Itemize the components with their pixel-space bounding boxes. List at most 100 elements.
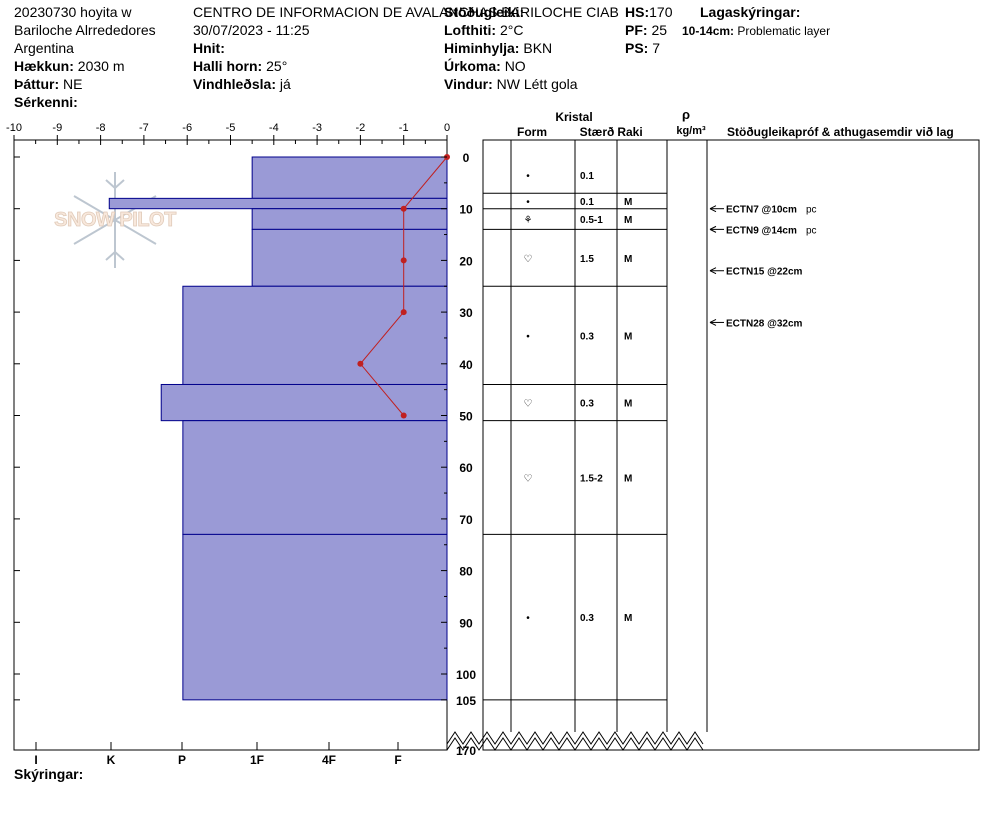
temperature-point [400, 412, 407, 419]
elevation-label: Hækkun: [14, 58, 74, 74]
layer-note-text: Problematic layer [737, 24, 831, 38]
stability-test-label: ECTN7 @10cm [726, 205, 797, 216]
temp-tick-label: -6 [182, 122, 192, 134]
hardness-tick-label: 1F [250, 753, 264, 767]
pf-row: PF: 25 [625, 21, 667, 39]
stability-test-note: pc [806, 205, 817, 216]
depth-tick-label: 20 [459, 254, 473, 268]
hs-label: HS: [625, 4, 650, 20]
layer-size: 0.3 [580, 399, 594, 410]
layer-note: 10-14cm: Problematic layer [682, 22, 830, 40]
precip-value: NO [504, 58, 526, 74]
layer-size: 0.1 [580, 171, 594, 182]
coords-label: Hnit: [193, 40, 225, 56]
sky-label: Himinhylja: [444, 40, 520, 56]
comments-header: Stöðugleikapróf & athugasemdir við lag [727, 125, 954, 139]
layer-form: • [526, 613, 530, 624]
layer-form: • [526, 197, 530, 208]
form-header: Form [517, 125, 547, 139]
layer-size: 0.1 [580, 197, 594, 208]
slope-value: 25° [266, 58, 288, 74]
hardness-layer-bar [182, 533, 448, 701]
axis-break-zigzag [446, 737, 704, 751]
temperature-point [400, 309, 407, 316]
features-row: Sérkenni: [14, 93, 78, 111]
ps-label: PS: [625, 40, 649, 56]
rho-header: ρ [682, 107, 690, 122]
depth-tick-label: 105 [456, 694, 476, 708]
layer-moisture: M [624, 474, 632, 485]
features-label: Sérkenni: [14, 94, 78, 110]
wind-load-value: já [279, 76, 291, 92]
stability-test-label: ECTN15 @22cm [726, 267, 803, 278]
depth-tick-label: 10 [459, 203, 473, 217]
slope-label: Halli horn: [193, 58, 263, 74]
layer-moisture: M [624, 331, 632, 342]
temperature-point [400, 257, 407, 264]
wind-value: NW Létt gola [496, 76, 578, 92]
kristal-header: Kristal [555, 110, 592, 124]
temperature-point [400, 205, 407, 212]
temp-tick-label: -1 [399, 122, 409, 134]
aspect-label: Þáttur: [14, 76, 60, 92]
temp-tick-label: -7 [139, 122, 149, 134]
air-temp-label: Lofthiti: [444, 22, 497, 38]
depth-tick-label: 90 [459, 616, 473, 630]
layer-size: 1.5-2 [580, 474, 603, 485]
layer-moisture: M [624, 399, 632, 410]
hardness-layer-bar [251, 208, 448, 230]
temperature-line [359, 156, 448, 416]
temp-tick-label: -4 [269, 122, 279, 134]
hardness-layer-bar [251, 156, 448, 199]
layer-form: • [526, 171, 530, 182]
legend-label: Skýringar: [14, 766, 84, 782]
slope-row: Halli horn: 25° [193, 57, 287, 75]
ps-value: 7 [652, 40, 661, 56]
pf-value: 25 [651, 22, 668, 38]
ps-row: PS: 7 [625, 39, 660, 57]
layer-form: ♡ [524, 474, 533, 485]
axis-break-zigzag [446, 731, 704, 745]
site-name-line2: Bariloche Alrrededores [14, 22, 156, 38]
hs-row: HS:170 [625, 3, 672, 21]
stability-arrow-head [709, 225, 717, 233]
density-unit-header: kg/m³ [676, 125, 706, 137]
hardness-tick-label: F [394, 753, 401, 767]
pf-label: PF: [625, 22, 648, 38]
layer-form: ⚘ [524, 215, 533, 226]
layer-table-frame [482, 139, 980, 751]
hardness-tick-label: I [34, 753, 37, 767]
coords-row: Hnit: [193, 39, 225, 57]
aspect-row: Þáttur: NE [14, 75, 82, 93]
stability-test-label: ECTN28 @32cm [726, 318, 803, 329]
elevation-value: 2030 m [77, 58, 125, 74]
hardness-layer-bar [108, 197, 448, 210]
elevation-row: Hækkun: 2030 m [14, 57, 125, 75]
temp-tick-label: -8 [96, 122, 106, 134]
site-country: Argentina [14, 40, 74, 56]
layer-form: ♡ [524, 399, 533, 410]
temp-tick-label: -2 [356, 122, 366, 134]
organization: CENTRO DE INFORMACION DE AVALANCHAS BARI… [193, 4, 619, 20]
wind-load-row: Vindhleðsla: já [193, 75, 291, 93]
hardness-layer-bar [182, 285, 448, 385]
depth-tick-label: 60 [459, 461, 473, 475]
layer-moisture: M [624, 613, 632, 624]
precip-label: Úrkoma: [444, 58, 501, 74]
layer-moisture: M [624, 197, 632, 208]
snowpilot-logo: SNOW PILOT [54, 172, 177, 268]
layer-size: 0.5-1 [580, 215, 603, 226]
depth-tick-label: 70 [459, 513, 473, 527]
stability-arrow-head [709, 318, 717, 326]
temp-tick-label: -5 [226, 122, 236, 134]
temp-tick-label: 0 [444, 122, 450, 134]
depth-tick-label: 80 [459, 565, 473, 579]
air-temp-value: 2°C [499, 22, 524, 38]
observation-datetime: 30/07/2023 - 11:25 [193, 22, 310, 38]
stability-test-label: ECTN9 @14cm [726, 225, 797, 236]
temp-tick-label: -10 [6, 122, 22, 134]
precip-row: Úrkoma: NO [444, 57, 526, 75]
legend-row: Skýringar: [14, 765, 83, 783]
stability-arrow-head [709, 205, 717, 213]
